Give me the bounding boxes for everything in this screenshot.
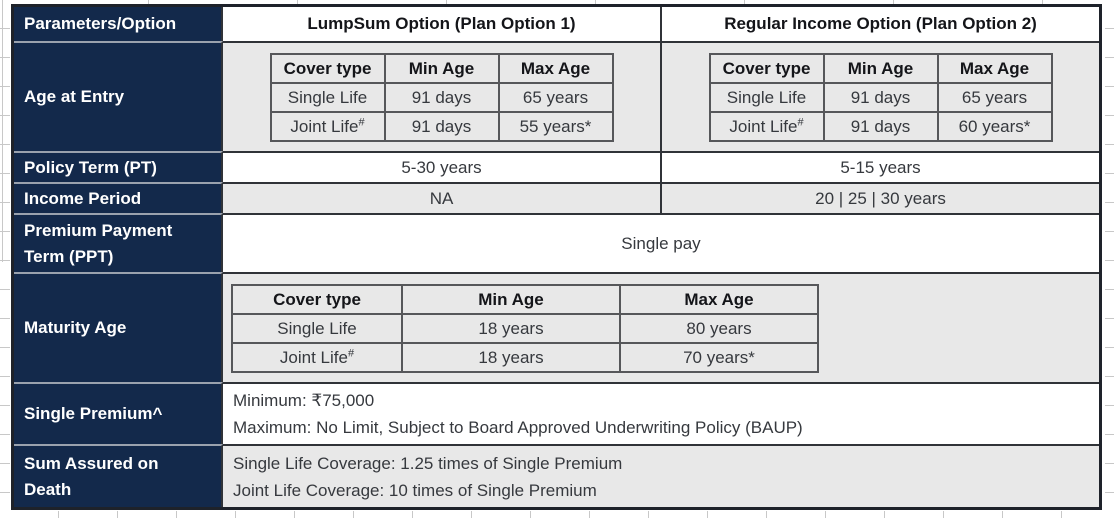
spreadsheet-gridlines-top (0, 0, 1114, 4)
single-life-coverage-text: Single Life Coverage: 1.25 times of Sing… (233, 453, 623, 473)
policy-term-lumpsum-value: 5-30 years (401, 157, 482, 177)
footnote-marker: # (358, 115, 365, 128)
age-entry-table-regular: Cover type Min Age Max Age Single Life 9… (708, 52, 1053, 142)
regular-income-option-header: Regular Income Option (Plan Option 2) (660, 7, 1099, 41)
max-age-column-header: Max Age (497, 52, 614, 84)
cover-type-column-header: Cover type (708, 52, 825, 84)
table-row: Joint Life# 91 days 60 years* (708, 110, 1053, 142)
policy-term-regular-value: 5-15 years (660, 153, 1099, 182)
single-premium-content: Minimum: ₹75,000 Maximum: No Limit, Subj… (223, 382, 1099, 444)
table-header-row: Parameters/Option LumpSum Option (Plan O… (14, 7, 1099, 41)
min-age-column-header: Min Age (822, 52, 939, 84)
table-row: Single Life 91 days 65 years (708, 81, 1053, 113)
age-at-entry-row: Age at Entry Cover type Min Age Max Age (14, 41, 1099, 151)
maturity-age-content: Cover type Min Age Max Age Single Life 1… (223, 272, 1099, 382)
spreadsheet-gridline-vertical (2, 0, 3, 262)
cover-type-value: Joint Life# (231, 341, 403, 373)
premium-payment-term-label: Premium Payment Term (PPT) (14, 213, 223, 272)
table-row: Single Life 18 years 80 years (231, 312, 819, 344)
income-period-label: Income Period (14, 182, 223, 213)
max-age-value: 80 years (619, 312, 819, 344)
footnote-marker: # (797, 115, 804, 128)
premium-payment-term-row: Premium Payment Term (PPT) Single pay (14, 213, 1099, 272)
maturity-age-table: Cover type Min Age Max Age Single Life 1… (231, 283, 819, 373)
maturity-age-table-wrap: Cover type Min Age Max Age Single Life 1… (223, 274, 1099, 382)
age-at-entry-content: Cover type Min Age Max Age Single Life 9… (223, 41, 1099, 151)
income-period-lumpsum-value: NA (429, 188, 454, 208)
max-age-value: 65 years (936, 81, 1053, 113)
parameters-option-header: Parameters/Option (14, 7, 223, 41)
cover-type-value: Joint Life# (269, 110, 386, 142)
header-content: LumpSum Option (Plan Option 1) Regular I… (223, 7, 1099, 41)
max-age-value: 65 years (497, 81, 614, 113)
spreadsheet-gridlines-left (0, 0, 10, 518)
age-entry-lumpsum-cell: Cover type Min Age Max Age Single Life 9… (223, 43, 660, 151)
single-premium-values: Minimum: ₹75,000 Maximum: No Limit, Subj… (223, 384, 1099, 444)
sum-assured-row: Sum Assured on Death Single Life Coverag… (14, 444, 1099, 507)
policy-term-content: 5-30 years 5-15 years (223, 151, 1099, 182)
table-row: Single Life 91 days 65 years (269, 81, 614, 113)
min-age-column-header: Min Age (383, 52, 500, 84)
maturity-table-header-row: Cover type Min Age Max Age (231, 283, 819, 315)
table-row: Joint Life# 91 days 55 years* (269, 110, 614, 142)
age-table-header-row: Cover type Min Age Max Age (708, 52, 1053, 84)
cover-type-column-header: Cover type (269, 52, 386, 84)
age-at-entry-label: Age at Entry (14, 41, 223, 151)
min-age-value: 91 days (822, 110, 939, 142)
max-age-value: 55 years* (497, 110, 614, 142)
premium-payment-term-content: Single pay (223, 213, 1099, 272)
sum-assured-label: Sum Assured on Death (14, 444, 223, 507)
sum-assured-values: Single Life Coverage: 1.25 times of Sing… (223, 446, 1099, 507)
min-age-value: 91 days (383, 81, 500, 113)
lumpsum-option-header: LumpSum Option (Plan Option 1) (307, 14, 576, 33)
maturity-age-label: Maturity Age (14, 272, 223, 382)
table-row: Joint Life# 18 years 70 years* (231, 341, 819, 373)
cover-type-value: Single Life (708, 81, 825, 113)
age-entry-table-lumpsum: Cover type Min Age Max Age Single Life 9… (269, 52, 614, 142)
cover-type-text: Joint Life (279, 347, 348, 367)
income-period-content: NA 20 | 25 | 30 years (223, 182, 1099, 213)
policy-term-label: Policy Term (PT) (14, 151, 223, 182)
cover-type-value: Single Life (231, 312, 403, 344)
age-entry-regular-cell: Cover type Min Age Max Age Single Life 9… (660, 43, 1099, 151)
single-premium-row: Single Premium^ Minimum: ₹75,000 Maximum… (14, 382, 1099, 444)
min-age-value: 91 days (822, 81, 939, 113)
cover-type-value: Single Life (269, 81, 386, 113)
min-age-value: 18 years (401, 312, 621, 344)
spreadsheet-gridlines-right (1105, 0, 1114, 518)
max-age-column-header: Max Age (936, 52, 1053, 84)
plan-parameters-table: Parameters/Option LumpSum Option (Plan O… (11, 4, 1102, 510)
cover-type-text: Joint Life (290, 116, 359, 136)
policy-term-row: Policy Term (PT) 5-30 years 5-15 years (14, 151, 1099, 182)
maturity-age-row: Maturity Age Cover type Min Age Max Age (14, 272, 1099, 382)
min-age-value: 91 days (383, 110, 500, 142)
income-period-row: Income Period NA 20 | 25 | 30 years (14, 182, 1099, 213)
min-age-value: 18 years (401, 341, 621, 373)
single-premium-label: Single Premium^ (14, 382, 223, 444)
sum-assured-content: Single Life Coverage: 1.25 times of Sing… (223, 444, 1099, 507)
max-age-value: 70 years* (619, 341, 819, 373)
cover-type-value: Joint Life# (708, 110, 825, 142)
maximum-premium-text: Maximum: No Limit, Subject to Board Appr… (233, 418, 803, 437)
premium-payment-term-value: Single pay (621, 233, 701, 253)
cover-type-text: Joint Life (729, 116, 798, 136)
max-age-value: 60 years* (936, 110, 1053, 142)
age-table-header-row: Cover type Min Age Max Age (269, 52, 614, 84)
footnote-marker: # (347, 346, 355, 359)
income-period-regular-value: 20 | 25 | 30 years (660, 184, 1099, 213)
max-age-column-header: Max Age (619, 283, 819, 315)
joint-life-coverage-text: Joint Life Coverage: 10 times of Single … (233, 480, 597, 500)
cover-type-column-header: Cover type (231, 283, 403, 315)
minimum-premium-text: Minimum: ₹75,000 (233, 391, 375, 410)
spreadsheet-gridlines-bottom (0, 511, 1114, 518)
min-age-column-header: Min Age (401, 283, 621, 315)
